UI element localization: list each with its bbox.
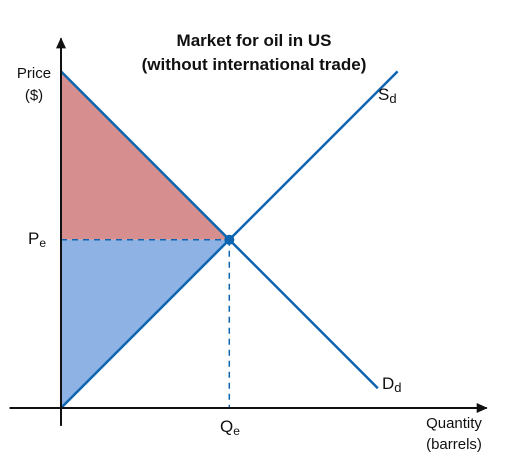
quantity-equilibrium-label: Qe	[220, 417, 240, 438]
price-equilibrium-label: Pe	[28, 229, 46, 250]
chart-title-line-2: (without international trade)	[142, 55, 367, 74]
demand-curve-label: Dd	[382, 374, 402, 395]
x-axis-label-line-1: Quantity	[426, 415, 482, 432]
equilibrium-point	[224, 234, 235, 245]
demand-curve	[60, 70, 379, 390]
x-axis-label-line-2: (barrels)	[426, 436, 482, 453]
supply-curve-label: Sd	[378, 85, 397, 106]
y-axis-label-line-1: Price	[17, 65, 51, 82]
y-axis-label-line-2: ($)	[25, 87, 43, 104]
chart-title-line-1: Market for oil in US	[177, 31, 332, 50]
